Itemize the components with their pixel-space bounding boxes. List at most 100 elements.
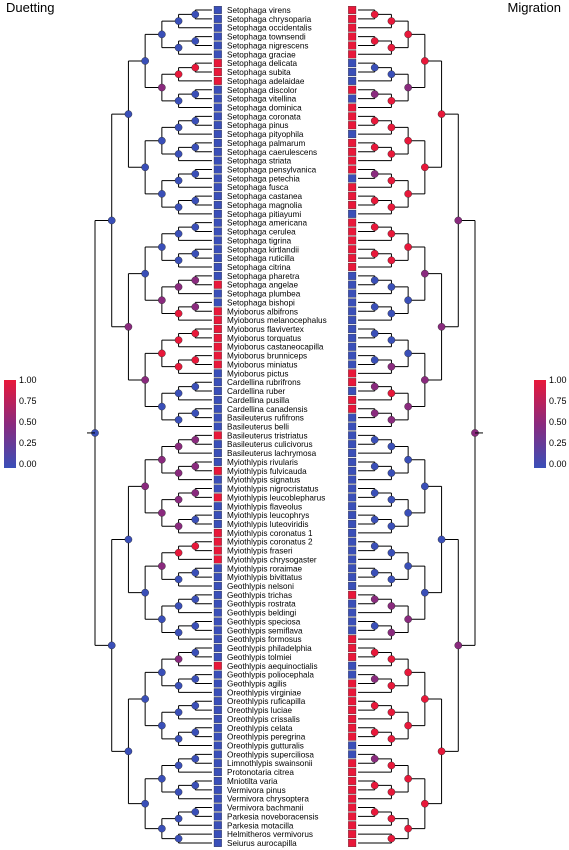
legend-tick: 0.25 [19, 438, 37, 448]
species-label: Oreothlypis luciae [227, 706, 293, 715]
species-label: Geothlypis tolmiei [227, 653, 292, 662]
species-label: Helmitheros vermivorus [227, 830, 313, 839]
duetting-tip-square [213, 68, 222, 77]
migration-tip-square [348, 138, 357, 147]
duetting-tip-square [213, 351, 222, 360]
ancestral-state-node [404, 668, 412, 677]
migration-tip-square [348, 768, 357, 777]
duetting-tip-square [213, 174, 222, 183]
migration-tip-square [348, 679, 357, 688]
migration-tip-square [348, 395, 357, 404]
ancestral-state-node [370, 63, 379, 72]
ancestral-state-node [191, 10, 200, 19]
duetting-tip-square [213, 537, 222, 546]
duetting-tip-square [213, 209, 222, 218]
duetting-tip-square [213, 617, 222, 626]
migration-tip-square [348, 546, 357, 555]
species-label: Geothlypis poliocephala [227, 671, 314, 680]
migration-tip-square [348, 369, 357, 378]
ancestral-state-node [370, 143, 379, 152]
species-label: Setophaga virens [227, 6, 291, 15]
ancestral-state-node [404, 721, 412, 730]
migration-tip-square [348, 431, 357, 440]
duetting-tip-square [213, 227, 222, 236]
ancestral-state-node [174, 389, 183, 398]
duetting-tip-square [213, 502, 222, 511]
species-label: Setophaga bishopi [227, 298, 295, 307]
migration-tip-square [348, 23, 357, 32]
ancestral-state-node [370, 303, 379, 311]
ancestral-state-node [191, 63, 200, 72]
species-label: Myioborus castaneocapilla [227, 343, 324, 352]
duetting-tip-square [213, 369, 222, 378]
species-label: Setophaga petechia [227, 174, 300, 183]
ancestral-state-node [174, 735, 183, 743]
ancestral-state-node [404, 509, 412, 517]
ancestral-state-node [370, 515, 379, 524]
migration-tip-square [348, 263, 357, 271]
ancestral-state-node [387, 708, 396, 717]
species-label: Setophaga delicata [227, 59, 298, 68]
ancestral-state-node [421, 799, 429, 808]
species-label: Geothlypis philadelphia [227, 644, 312, 653]
ancestral-state-node [404, 615, 412, 624]
duetting-tip-square [213, 387, 222, 396]
ancestral-state-node [191, 542, 200, 550]
duetting-tip-square [213, 289, 222, 298]
ancestral-state-node [404, 30, 412, 39]
migration-tip-square [348, 564, 357, 573]
migration-tip-square [348, 670, 357, 679]
duetting-tip-square [213, 254, 222, 263]
species-label: Setophaga pinus [227, 121, 288, 130]
migration-tip-square [348, 192, 357, 201]
duetting-tip-square [213, 112, 222, 121]
migration-tip-square [348, 440, 357, 449]
duetting-tip-square [213, 147, 222, 156]
species-label: Myiothlypis flaveolus [227, 502, 302, 511]
duetting-tip-square [213, 333, 222, 342]
species-label: Parkesia motacilla [227, 821, 294, 830]
species-label: Setophaga townsendi [227, 33, 306, 42]
migration-tip-square [348, 147, 357, 156]
species-label: Setophaga vitellina [227, 95, 297, 104]
duetting-tip-square [213, 378, 222, 387]
ancestral-state-node [158, 509, 166, 517]
species-label: Basileuterus rufifrons [227, 414, 304, 423]
ancestral-state-node [141, 163, 149, 172]
migration-tip-square [348, 200, 357, 209]
species-label: Basileuterus tristriatus [227, 431, 308, 440]
species-label: Setophaga dominica [227, 103, 302, 112]
duetting-tip-square [213, 812, 222, 821]
migration-tip-square [348, 271, 357, 280]
ancestral-state-node [421, 163, 429, 172]
ancestral-state-node [421, 57, 429, 65]
ancestral-state-node [191, 568, 200, 577]
migration-tip-square [348, 555, 357, 564]
ancestral-state-node [158, 455, 166, 464]
species-label: Basileuterus belli [227, 423, 289, 432]
ancestral-state-node [191, 303, 200, 311]
duetting-tip-square [213, 245, 222, 254]
species-label: Mniotilta varia [227, 777, 278, 786]
ancestral-state-node [191, 435, 200, 444]
migration-tip-square [348, 209, 357, 218]
ancestral-state-node [421, 588, 429, 597]
migration-tip-square [348, 280, 357, 289]
duetting-tip-square [213, 449, 222, 458]
migration-tip-square [348, 342, 357, 351]
duetting-tip-square [213, 121, 222, 130]
ancestral-state-node [191, 382, 200, 391]
ancestral-state-node [174, 655, 183, 663]
ancestral-state-node [174, 336, 183, 344]
ancestral-state-node [191, 622, 200, 630]
species-label: Myiothlypis leucophrys [227, 511, 309, 520]
ancestral-state-node [387, 416, 396, 424]
species-label: Myiothlypis rivularis [227, 458, 298, 467]
migration-tip-square [348, 449, 357, 458]
migration-tip-square [348, 519, 357, 528]
migration-tip-square [348, 156, 357, 165]
migration-tip-square [348, 218, 357, 227]
migration-tree [348, 6, 483, 847]
migration-tip-square [348, 830, 357, 839]
duetting-tip-square [213, 85, 222, 94]
